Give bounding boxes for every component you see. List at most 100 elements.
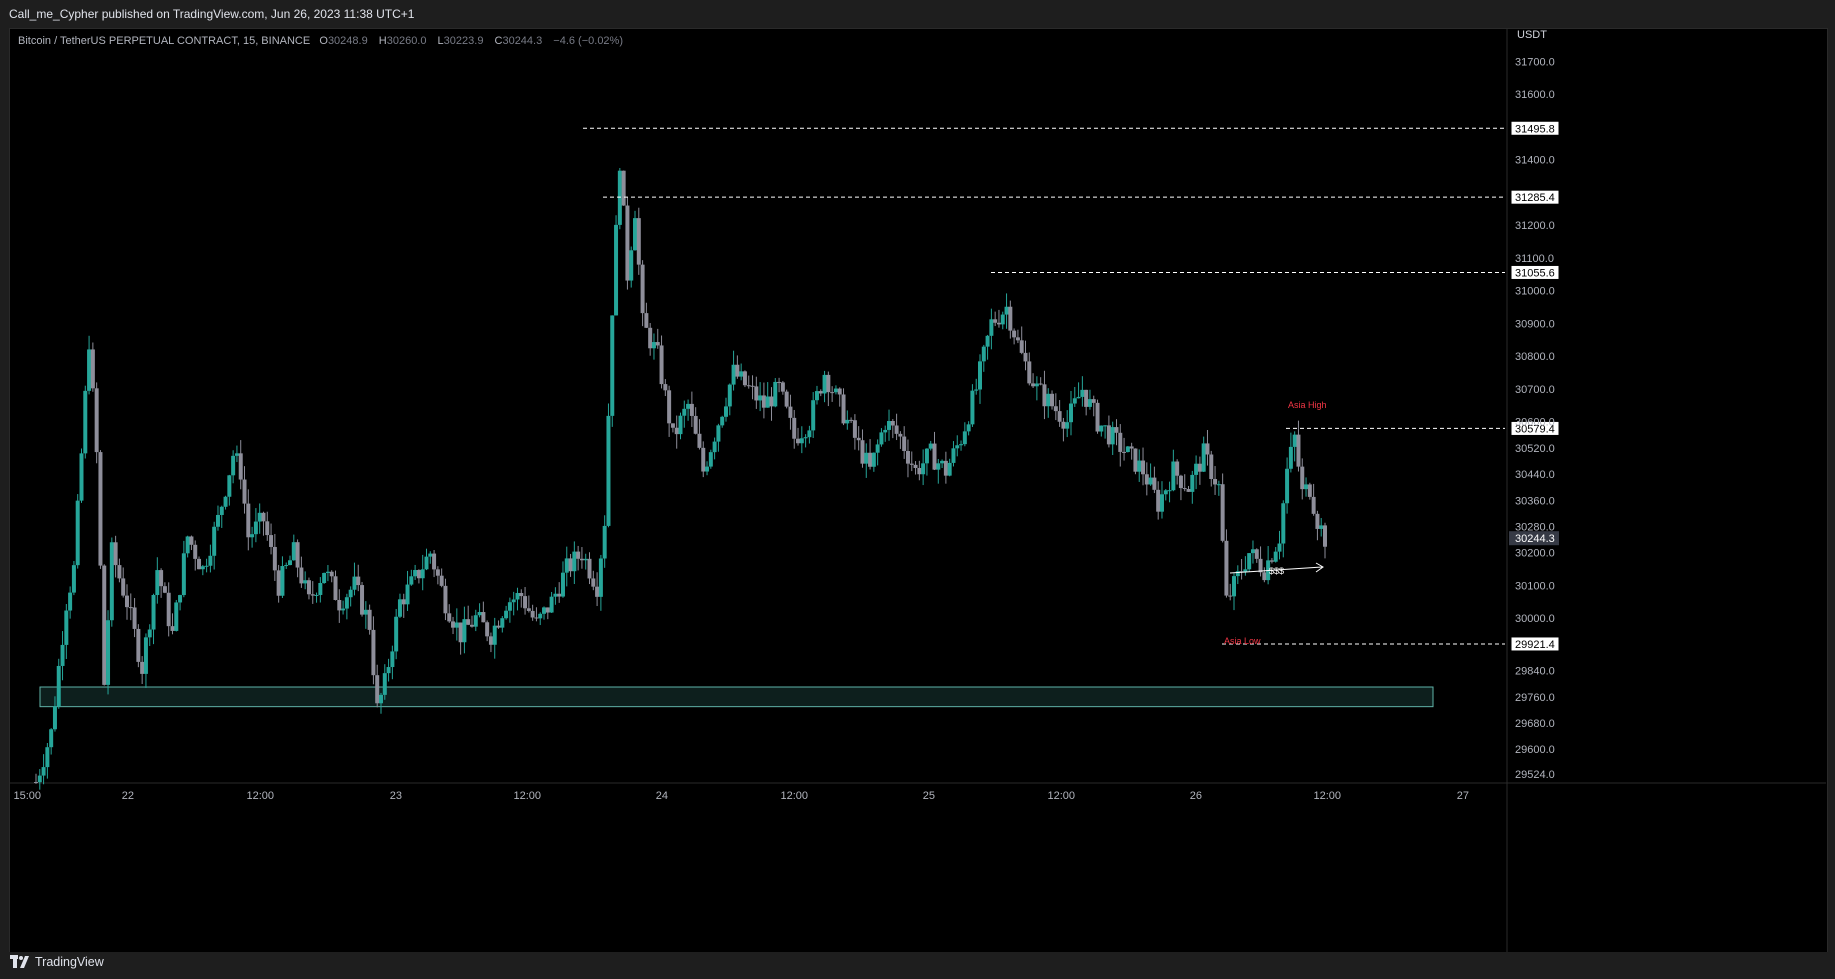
candle-body xyxy=(905,451,910,464)
candle-body xyxy=(416,570,421,579)
candle-body xyxy=(754,386,759,401)
candle-body xyxy=(223,496,228,507)
x-tick-label: 12:00 xyxy=(514,790,542,802)
candle-body xyxy=(325,571,330,573)
candle-body xyxy=(670,423,675,428)
candle-body xyxy=(1000,314,1005,325)
candle-body xyxy=(439,575,444,586)
candle-body xyxy=(633,218,638,251)
candle-body xyxy=(181,553,186,596)
candle-body xyxy=(227,475,232,497)
candle-body xyxy=(557,593,562,597)
candle-body xyxy=(1061,421,1066,429)
candle-body xyxy=(56,665,61,707)
chart-area[interactable] xyxy=(9,28,1828,954)
candle-body xyxy=(621,170,626,206)
candle-body xyxy=(147,629,152,638)
candle-body xyxy=(553,593,558,597)
candle-body xyxy=(284,565,289,567)
candle-body xyxy=(1232,576,1237,597)
candle-body xyxy=(583,558,588,561)
candle-body xyxy=(1319,525,1324,529)
candle-body xyxy=(526,608,531,611)
candle-body xyxy=(1175,461,1180,476)
candle-body xyxy=(936,463,941,470)
change-value: −4.6 (−0.02%) xyxy=(553,35,623,47)
candle-body xyxy=(257,512,262,522)
x-tick-label: 25 xyxy=(923,790,935,802)
candle-body xyxy=(614,224,619,316)
candle-body xyxy=(947,462,952,476)
candle-body xyxy=(253,521,258,535)
candle-body xyxy=(272,546,277,571)
candle-body xyxy=(477,612,482,616)
candle-body xyxy=(959,444,964,446)
candle-body xyxy=(1304,484,1309,490)
candle-body xyxy=(515,592,520,600)
level-label: 31285.4 xyxy=(1515,192,1555,204)
candle-body xyxy=(1159,494,1164,512)
publisher-text: Call_me_Cypher published on TradingView.… xyxy=(9,7,415,21)
demand-zone[interactable] xyxy=(39,686,1434,708)
candle-body xyxy=(651,342,656,349)
level-label: 29921.4 xyxy=(1515,639,1555,651)
candle-body xyxy=(913,464,918,469)
candle-body xyxy=(572,551,577,572)
candle-body xyxy=(682,408,687,416)
candle-body xyxy=(1015,337,1020,341)
tradingview-logo[interactable]: TradingView xyxy=(10,955,104,969)
x-tick-label: 26 xyxy=(1190,790,1202,802)
candle-body xyxy=(981,346,986,362)
y-tick-label: 30520.0 xyxy=(1515,443,1555,455)
candle-body xyxy=(507,602,512,611)
candle-body xyxy=(595,586,600,597)
candle-body xyxy=(215,514,220,527)
candle-body xyxy=(151,595,156,630)
candle-body xyxy=(1307,484,1312,497)
candle-body xyxy=(1216,484,1221,486)
candle-body xyxy=(962,431,967,445)
candle-body xyxy=(485,622,490,637)
candle-body xyxy=(1144,474,1149,485)
candle-body xyxy=(720,416,725,426)
candle-body xyxy=(344,597,349,609)
candle-body xyxy=(83,390,88,454)
candle-body xyxy=(871,452,876,467)
candle-body xyxy=(1152,477,1157,490)
candle-body xyxy=(143,637,148,674)
symbol-title[interactable]: Bitcoin / TetherUS PERPETUAL CONTRACT, 1… xyxy=(18,35,311,47)
y-tick-label: 31000.0 xyxy=(1515,286,1555,298)
candle-body xyxy=(1042,384,1047,407)
candle-body xyxy=(1008,306,1013,331)
candle-body xyxy=(1019,340,1024,353)
footer-bar xyxy=(0,952,1835,979)
candle-body xyxy=(1224,540,1229,596)
x-tick-label: 12:00 xyxy=(247,790,275,802)
candle-body xyxy=(1012,330,1017,338)
candle-body xyxy=(792,417,797,439)
candle-body xyxy=(504,610,509,619)
candle-body xyxy=(769,396,774,407)
candle-body xyxy=(337,600,342,611)
candle-body xyxy=(1178,475,1183,489)
candle-body xyxy=(636,218,641,265)
candle-body xyxy=(1262,572,1267,581)
candle-body xyxy=(1186,488,1191,492)
candle-body xyxy=(530,610,535,618)
candle-body xyxy=(765,396,770,408)
high-label: H xyxy=(378,35,387,47)
candle-body xyxy=(902,436,907,452)
candle-body xyxy=(606,415,611,526)
liquidity-arrow-line[interactable] xyxy=(1229,566,1323,574)
candle-body xyxy=(1050,393,1055,407)
candle-body xyxy=(113,542,118,566)
candle-body xyxy=(708,452,713,467)
current-price-label: 30244.3 xyxy=(1515,533,1555,545)
candle-body xyxy=(246,503,251,538)
candle-body xyxy=(875,444,880,453)
candle-body xyxy=(159,570,164,587)
candle-body xyxy=(890,421,895,426)
candle-body xyxy=(185,536,190,554)
candle-body xyxy=(363,609,368,615)
